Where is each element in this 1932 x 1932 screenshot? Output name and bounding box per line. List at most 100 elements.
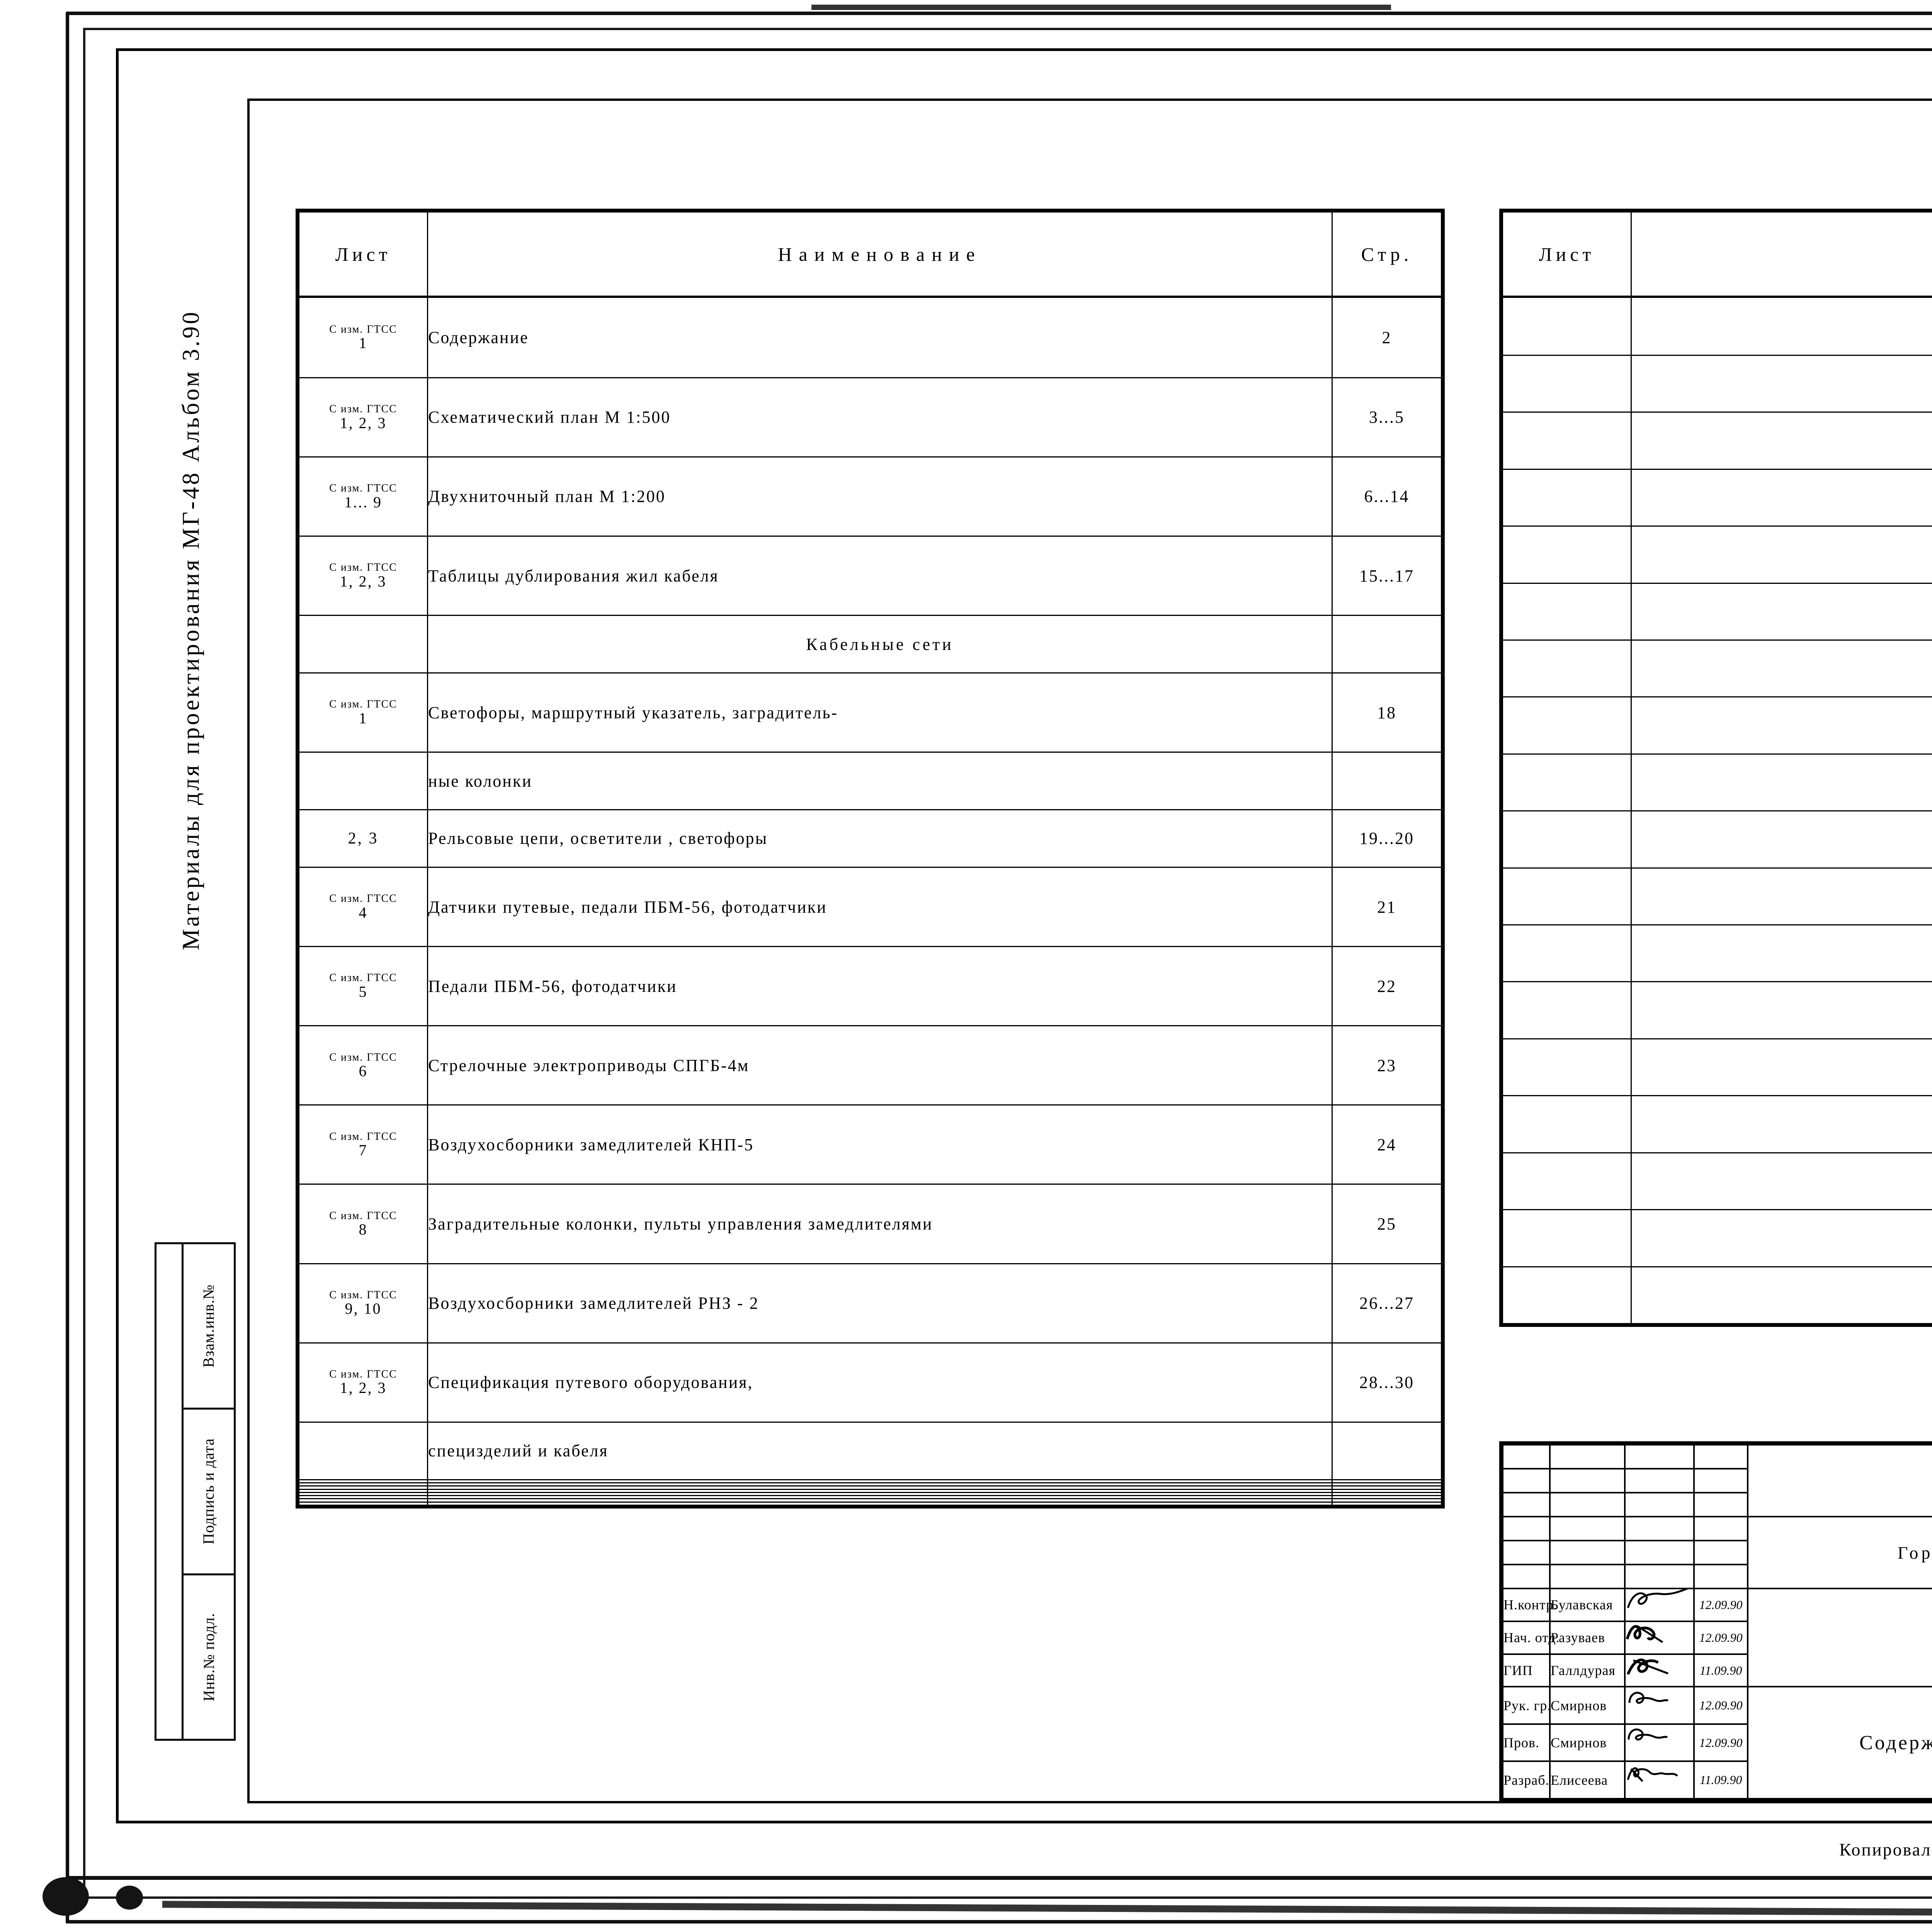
row-list-cell: [1502, 810, 1632, 869]
rev-cell-podp-4: [1624, 1516, 1695, 1541]
table-row: [1502, 981, 1932, 1039]
row-list-cell: [298, 1421, 428, 1480]
rev-cell-listdoc-6: [1549, 1564, 1626, 1589]
table-row: [1502, 810, 1932, 869]
row-page-cell: 2: [1332, 296, 1442, 378]
rev-cell-data-2: [1693, 1468, 1748, 1493]
table-row: [298, 1488, 1442, 1493]
row-list-cell: С изм. ГТСС 7: [298, 1104, 428, 1185]
sign-role-0: Н.контр.: [1502, 1588, 1557, 1622]
row-page-cell: 26...27: [1332, 1263, 1442, 1344]
stamp-row-sign-1: Н.контр. Булавская 12.09.90 Стадия Лист …: [1502, 1587, 1932, 1688]
signature-mark-3: [1624, 1686, 1695, 1725]
sign-role-1: Нач. отд.: [1502, 1620, 1560, 1655]
signature-glyph-5: [1627, 1767, 1678, 1782]
table-row: [1502, 924, 1932, 983]
rev-cell-data-6: [1693, 1564, 1748, 1589]
table-row: [1502, 468, 1932, 527]
row-list-cell: [1502, 296, 1632, 356]
rev-cell-izm-3: [1502, 1492, 1551, 1517]
sign-name-2: Галлдурая: [1549, 1653, 1626, 1688]
sign-name-4: Смирнов: [1549, 1723, 1626, 1762]
row-list-cell: С изм. ГТСС 1: [298, 296, 428, 378]
row-page-cell: [1332, 1488, 1442, 1493]
row-list-cell: [298, 1482, 428, 1487]
row-list-cell: [298, 1501, 428, 1506]
album-side-note: Материалы для проектирования МГ-48 Альбо…: [178, 310, 204, 950]
table-row: Кабельные сети: [298, 615, 1442, 674]
row-page-cell: 21: [1332, 866, 1442, 947]
contents-header-row-left: Лист Наименование Стр.: [298, 211, 1442, 298]
stamp-row-rev-3: [1502, 1492, 1932, 1517]
row-name-cell: [1631, 412, 1932, 470]
row-name-cell: специзделий и кабеля: [427, 1421, 1333, 1480]
row-list-cell: [298, 752, 428, 811]
sign-name-3: Смирнов: [1549, 1686, 1626, 1725]
row-list-cell: [1502, 582, 1632, 641]
signature-mark-4: [1624, 1723, 1695, 1762]
row-list-cell: [1502, 468, 1632, 527]
row-list-cell: [1502, 1266, 1632, 1324]
signature-glyph-0: [1627, 1590, 1686, 1608]
row-name-cell: Содержание: [427, 296, 1333, 378]
row-page-cell: [1332, 1421, 1442, 1480]
contents-thead-right: Лист Наименование Стр.: [1502, 211, 1932, 298]
side-stamp-vzam: Взам.инв.№: [184, 1244, 234, 1410]
row-page-cell: 24: [1332, 1104, 1442, 1185]
stamp-row-rev-2: [1502, 1468, 1932, 1493]
table-row: С изм. ГТСС 4 Датчики путевые, педали ПБМ-…: [298, 866, 1442, 947]
contents-tbody-right: [1502, 296, 1932, 1324]
row-list-cell: С изм. ГТСС 6: [298, 1025, 428, 1106]
row-list-cell: [298, 1479, 428, 1484]
footer-rule: [66, 1876, 1932, 1880]
row-page-cell: 23: [1332, 1025, 1442, 1106]
rev-cell-podp-1: [1624, 1444, 1695, 1469]
rev-cell-listdoc-2: [1549, 1468, 1626, 1493]
sign-date-3: 12.09.90: [1693, 1686, 1748, 1725]
table-row: С изм. ГТСС 1, 2, 3 Таблицы дублирования ж…: [298, 536, 1442, 616]
row-name-cell: [427, 1479, 1333, 1484]
stamp-row-rev-6: [1502, 1564, 1932, 1589]
col-header-name-right: Наименование: [1631, 211, 1932, 298]
table-row: [298, 1479, 1442, 1484]
table-row: [298, 1485, 1442, 1490]
scan-blob-corner: [116, 1886, 143, 1910]
rev-cell-izm-2: [1502, 1468, 1551, 1493]
contents-table-right: Лист Наименование Стр.: [1499, 209, 1932, 1327]
contents-table-left-grid: Лист Наименование Стр. С изм. ГТСС 1 Содер…: [298, 211, 1442, 1506]
title-block-grid: 501-01-5.86 Горочные исполнительные: [1502, 1444, 1932, 1799]
row-page-cell: 25: [1332, 1184, 1442, 1264]
sign-role-2: ГИП: [1502, 1653, 1551, 1688]
table-row: [1502, 1266, 1932, 1324]
contents-table-right-grid: Лист Наименование Стр.: [1502, 211, 1932, 1324]
col-header-list-right: Лист: [1502, 211, 1632, 298]
rev-cell-data-1: [1693, 1444, 1748, 1469]
table-row: [1502, 696, 1932, 755]
scan-inner-edge: [83, 28, 1932, 1899]
sheet-border: [116, 48, 1932, 1823]
stamp-blank-left-mid: [1747, 1587, 1932, 1688]
sign-name-5: Елисеева: [1549, 1760, 1626, 1799]
table-row: [1502, 526, 1932, 584]
table-row: С изм. ГТСС 7 Воздухосборники замедлителей…: [298, 1104, 1442, 1185]
row-page-cell: 18: [1332, 672, 1442, 753]
row-name-cell: [1631, 981, 1932, 1039]
stamp-row-rev-4: Горочные исполнительные устройства: [1502, 1516, 1932, 1589]
row-name-cell: Светофоры, маршрутный указатель, загради…: [427, 672, 1333, 753]
table-row: [1502, 354, 1932, 413]
row-list-cell: [298, 1495, 428, 1500]
row-list-cell: С изм. ГТСС 1, 2, 3: [298, 536, 428, 616]
row-list-cell: [1502, 1152, 1632, 1211]
row-list-cell: 2, 3: [298, 809, 428, 868]
row-page-cell: 15...17: [1332, 536, 1442, 616]
row-list-cell: [1502, 1209, 1632, 1267]
row-name-cell: [1631, 526, 1932, 584]
signature-mark-0: [1624, 1588, 1695, 1622]
table-row: С изм. ГТСС 1, 2, 3 Схематический план М 1…: [298, 377, 1442, 457]
row-name-cell: [1631, 582, 1932, 641]
rev-cell-podp-2: [1624, 1468, 1695, 1493]
row-list-cell: С изм. ГТСС 5: [298, 946, 428, 1027]
row-list-cell: [1502, 354, 1632, 413]
row-name-cell: Заградительные колонки, пульты управлени…: [427, 1184, 1333, 1264]
stamp-row-rev-1: 501-01-5.86: [1502, 1444, 1932, 1517]
